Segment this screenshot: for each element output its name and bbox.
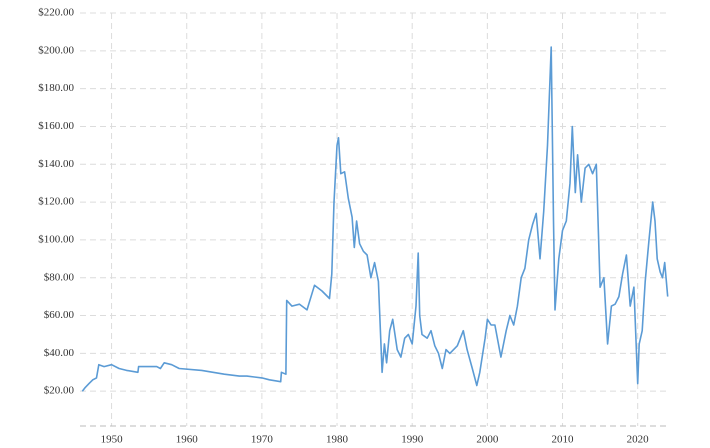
x-tick-label: 1990 — [401, 434, 424, 446]
x-tick-label: 1960 — [176, 434, 199, 446]
y-tick-label: $120.00 — [38, 196, 74, 208]
y-tick-label: $40.00 — [44, 347, 75, 359]
x-tick-label: 1950 — [101, 434, 124, 446]
x-tick-label: 2000 — [476, 434, 499, 446]
y-tick-label: $140.00 — [38, 158, 74, 170]
y-tick-label: $220.00 — [38, 7, 74, 19]
x-tick-label: 1970 — [251, 434, 274, 446]
y-tick-label: $200.00 — [38, 44, 74, 56]
y-tick-label: $80.00 — [44, 271, 75, 283]
y-tick-label: $20.00 — [44, 385, 75, 397]
x-tick-label: 2010 — [552, 434, 575, 446]
y-tick-label: $160.00 — [38, 120, 74, 132]
x-tick-label: 1980 — [326, 434, 349, 446]
price-line — [81, 46, 669, 392]
y-tick-label: $100.00 — [38, 233, 74, 245]
y-tick-label: $60.00 — [44, 309, 75, 321]
x-tick-label: 2020 — [627, 434, 650, 446]
y-tick-label: $180.00 — [38, 82, 74, 94]
